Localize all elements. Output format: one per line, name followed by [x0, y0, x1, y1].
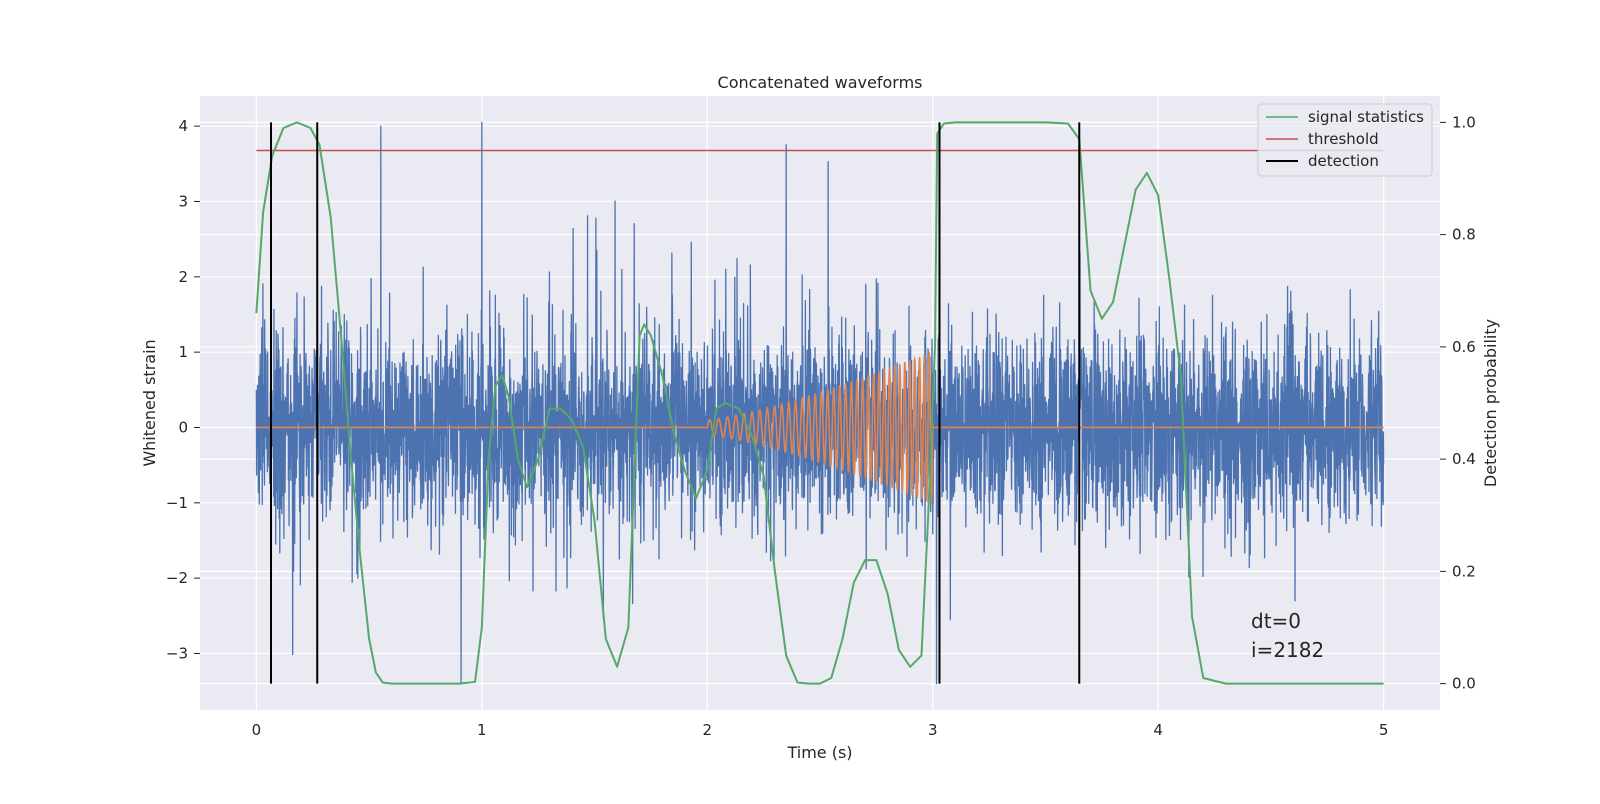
legend-label-detection: detection [1308, 152, 1379, 170]
annotation-i: i=2182 [1251, 638, 1324, 662]
y2-tick-label: 0.6 [1452, 338, 1476, 356]
data-layer [255, 121, 1385, 685]
annotation-dt: dt=0 [1251, 609, 1301, 633]
y2-tick-label: 0.8 [1452, 226, 1476, 244]
legend-label-signal-statistics: signal statistics [1308, 108, 1424, 126]
legend-label-threshold: threshold [1308, 130, 1379, 148]
y-tick-label: 4 [178, 117, 188, 135]
y-tick-label: −1 [166, 494, 188, 512]
y2-tick-label: 1.0 [1452, 113, 1476, 131]
x-tick-label: 1 [477, 721, 487, 739]
x-tick-label: 3 [928, 721, 938, 739]
legend: signal statistics threshold detection [1257, 103, 1433, 177]
chart-title: Concatenated waveforms [718, 73, 923, 92]
y2-tick-label: 0.0 [1452, 675, 1476, 693]
series-chirp-waveform [256, 350, 1384, 505]
x-tick-label: 2 [702, 721, 712, 739]
y-tick-label: 0 [178, 418, 188, 436]
y-tick-label: 1 [178, 343, 188, 361]
legend-box [1257, 103, 1433, 177]
x-tick-label: 4 [1153, 721, 1163, 739]
y-tick-label: 2 [178, 268, 188, 286]
x-tick-label: 0 [252, 721, 262, 739]
y2-tick-label: 0.2 [1452, 562, 1476, 580]
x-axis-label: Time (s) [786, 743, 852, 762]
y-tick-label: −2 [166, 569, 188, 587]
axes: 0 1 2 3 4 5 −3 −2 −1 0 1 2 3 4 0.0 0.2 0.4 0.6 0.8 1.0 [166, 113, 1476, 739]
y2-axis-label: Detection probability [1481, 319, 1500, 487]
y2-tick-label: 0.4 [1452, 450, 1476, 468]
y-tick-label: 3 [178, 192, 188, 210]
y-axis-label: Whitened strain [140, 339, 159, 466]
x-tick-label: 5 [1379, 721, 1389, 739]
y-tick-label: −3 [166, 644, 188, 662]
